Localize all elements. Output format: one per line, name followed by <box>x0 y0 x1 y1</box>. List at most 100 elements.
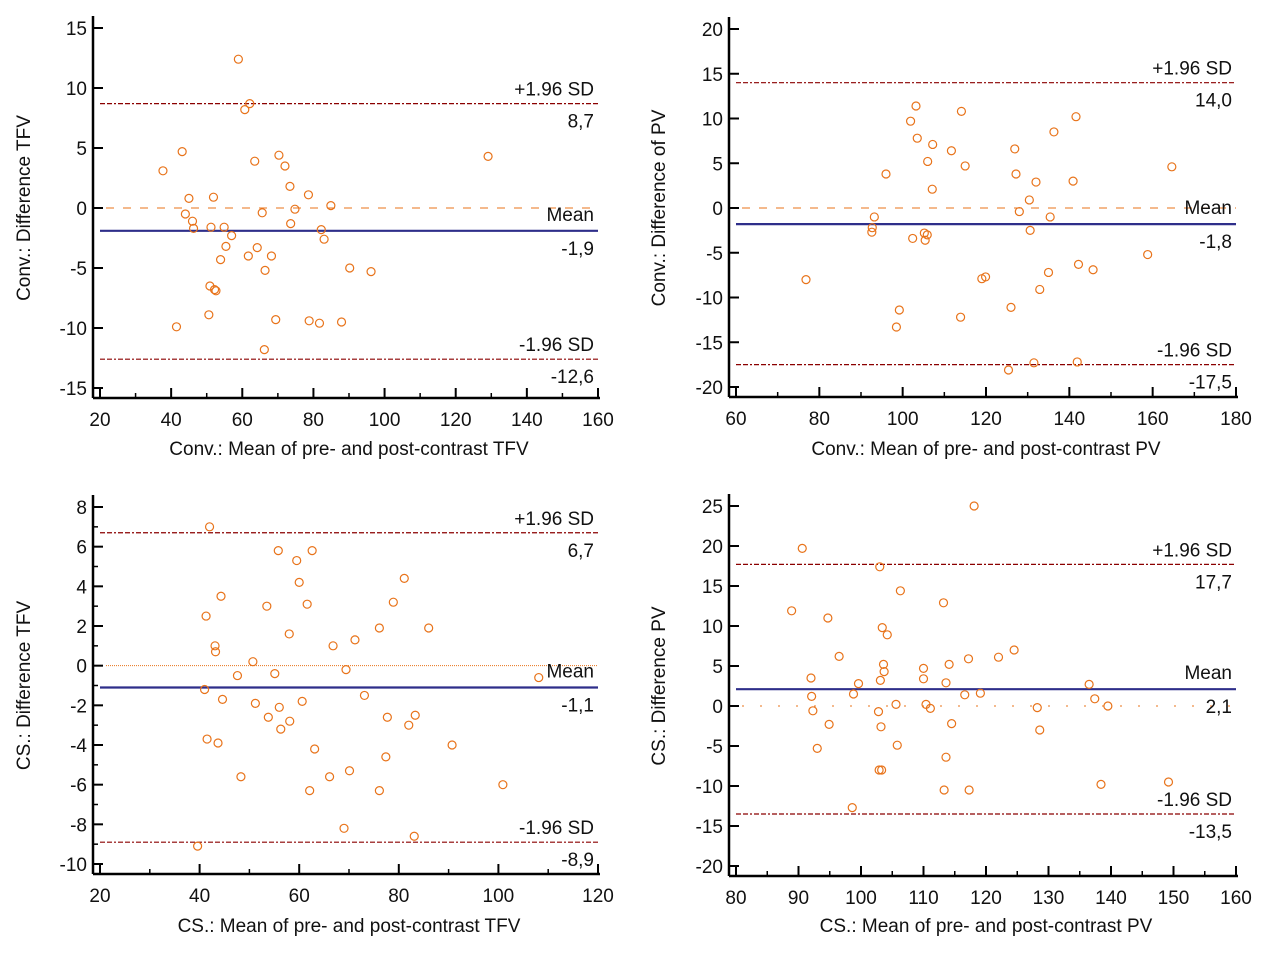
data-point <box>410 710 420 720</box>
data-point <box>969 501 979 511</box>
x-tick-label: 80 <box>809 409 830 430</box>
data-point <box>302 599 312 609</box>
data-point <box>1084 679 1094 690</box>
data-point <box>834 651 844 662</box>
x-tick-label: 80 <box>725 888 746 909</box>
data-point <box>980 272 991 282</box>
data-point <box>911 101 921 111</box>
data-point <box>210 647 221 657</box>
data-point <box>208 192 219 202</box>
data-point <box>908 233 918 244</box>
data-point <box>350 635 360 645</box>
lower-limit-value: -12,6 <box>551 367 594 388</box>
data-point <box>1068 176 1078 186</box>
data-point <box>187 216 198 226</box>
data-point <box>905 116 916 126</box>
data-point <box>171 322 182 332</box>
lower-limit-label: -1.96 SD <box>1157 341 1232 362</box>
data-point <box>305 786 315 796</box>
data-point <box>927 184 937 194</box>
data-point <box>877 622 887 633</box>
data-point <box>294 577 304 587</box>
y-tick-label: 10 <box>702 110 723 131</box>
lower-limit-value: -8,9 <box>561 850 594 871</box>
data-point <box>314 318 325 328</box>
x-tick-label: 160 <box>1220 888 1252 909</box>
data-point <box>873 706 884 717</box>
mean-value: -1,9 <box>561 239 594 260</box>
data-point <box>894 305 904 315</box>
data-point <box>374 623 384 633</box>
data-point <box>424 623 434 633</box>
y-tick-label: -20 <box>696 378 723 399</box>
data-point <box>876 722 886 732</box>
y-tick-label: 0 <box>712 697 723 718</box>
y-tick-label: -5 <box>706 244 723 265</box>
data-point <box>388 597 398 607</box>
data-point <box>812 743 822 754</box>
data-point <box>938 598 949 608</box>
mean-label: Mean <box>1184 663 1232 684</box>
x-tick-label: 140 <box>1053 409 1085 430</box>
data-point <box>946 146 957 156</box>
data-point <box>877 765 887 775</box>
data-point <box>879 666 889 677</box>
data-point <box>201 611 211 621</box>
data-point <box>875 675 885 686</box>
data-point <box>345 263 355 273</box>
data-point <box>922 230 932 240</box>
y-tick-label: -6 <box>70 776 87 797</box>
mean-label: Mean <box>546 661 594 682</box>
data-point <box>276 724 286 734</box>
data-point <box>808 706 818 716</box>
data-point <box>199 684 210 695</box>
data-point <box>1035 284 1045 295</box>
data-point <box>1003 365 1014 375</box>
data-point <box>271 315 281 325</box>
data-point <box>215 255 226 265</box>
data-point <box>324 772 335 782</box>
data-point <box>928 139 938 150</box>
data-point <box>823 613 833 623</box>
data-point <box>964 785 974 795</box>
mean-value: 2,1 <box>1206 697 1232 718</box>
panel-conv-tfv: -15 -10 -5 0 5 10 15 20 40 60 80 100 120 140 160 +1.96 … <box>14 16 614 460</box>
data-point <box>1071 112 1081 122</box>
data-point <box>956 106 967 116</box>
data-point <box>498 780 508 790</box>
lower-limit-label: -1.96 SD <box>1157 790 1232 811</box>
y-tick-label: -15 <box>696 333 723 354</box>
y-tick-label: 0 <box>712 199 723 220</box>
data-point <box>245 98 255 109</box>
data-point <box>920 235 930 245</box>
x-tick-label: 20 <box>89 410 110 431</box>
data-point <box>211 286 221 296</box>
data-point <box>941 752 951 762</box>
y-tick-label: -5 <box>706 737 723 758</box>
data-point <box>270 668 280 679</box>
data-point <box>975 688 985 698</box>
data-point <box>326 201 336 211</box>
y-tick-label: -8 <box>70 815 87 836</box>
upper-limit-value: 8,7 <box>568 112 594 133</box>
y-tick-label: -2 <box>70 696 87 717</box>
data-point <box>891 699 901 710</box>
data-point <box>285 181 295 191</box>
upper-limit-value: 17,7 <box>1195 572 1232 593</box>
x-tick-label: 20 <box>89 886 110 907</box>
data-point <box>1072 357 1082 367</box>
data-point <box>260 265 270 275</box>
data-point <box>1009 645 1019 655</box>
data-point <box>284 629 294 639</box>
data-point <box>262 601 272 611</box>
y-tick-label: -5 <box>70 259 87 280</box>
lower-limit-value: -13,5 <box>1189 822 1232 843</box>
data-point <box>202 734 212 744</box>
data-point <box>1073 259 1084 269</box>
panel-conv-pv: -20 -15 -10 -5 0 5 10 15 20 60 80 100 120 140 160 180 +1… <box>649 17 1252 460</box>
mean-value: -1,1 <box>561 695 594 716</box>
data-point <box>1014 206 1024 217</box>
y-tick-label: 15 <box>702 577 723 598</box>
x-tick-label: 120 <box>582 886 614 907</box>
y-tick-label: -10 <box>60 319 87 340</box>
